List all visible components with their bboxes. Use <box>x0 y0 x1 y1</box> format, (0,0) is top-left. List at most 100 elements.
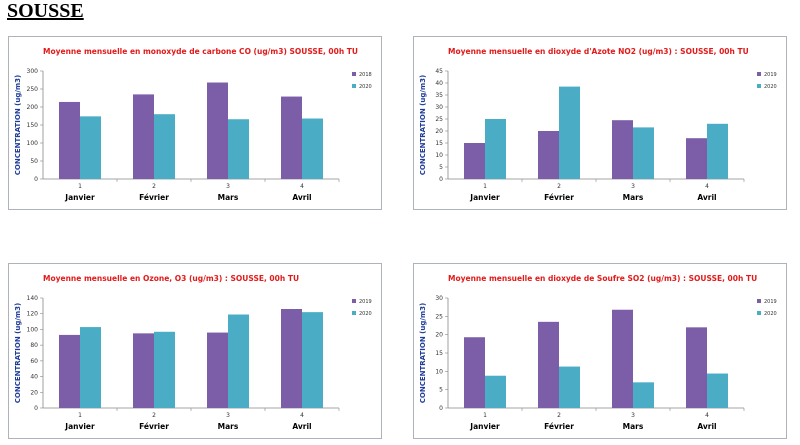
legend-label: 2020 <box>359 311 372 317</box>
bar-2020-4 <box>707 123 728 179</box>
x-tick-label: 2 <box>152 183 156 190</box>
legend-label: 2020 <box>764 311 777 317</box>
x-tick-label: 3 <box>226 412 230 419</box>
y-tick-label: 20 <box>30 389 38 396</box>
y-tick-label: 200 <box>27 104 39 111</box>
bar-2020-2 <box>154 114 175 179</box>
x-tick-label: 3 <box>226 183 230 190</box>
legend-label: 2019 <box>764 299 777 305</box>
month-label: Février <box>544 422 574 431</box>
month-label: Mars <box>623 193 644 202</box>
bar-2020-2 <box>559 86 580 179</box>
y-tick-label: 10 <box>435 368 443 375</box>
x-tick-label: 2 <box>557 412 561 419</box>
legend-label: 2019 <box>359 299 372 305</box>
month-label: Février <box>544 193 574 202</box>
x-tick-label: 4 <box>300 412 304 419</box>
y-tick-label: 40 <box>30 374 38 381</box>
y-tick-label: 140 <box>27 295 39 302</box>
x-tick-label: 4 <box>300 183 304 190</box>
y-tick-label: 120 <box>27 311 39 318</box>
x-tick-label: 4 <box>705 183 709 190</box>
month-label: Mars <box>218 193 239 202</box>
y-tick-label: 5 <box>439 164 443 171</box>
y-tick-label: 20 <box>435 332 443 339</box>
y-tick-label: 20 <box>435 128 443 135</box>
y-tick-label: 35 <box>435 92 443 99</box>
y-tick-label: 25 <box>435 116 443 123</box>
bar-2020-1 <box>80 327 101 408</box>
bar-2019-3 <box>207 332 228 408</box>
legend-swatch <box>757 311 761 315</box>
y-tick-label: 25 <box>435 313 443 320</box>
x-tick-label: 3 <box>631 412 635 419</box>
chart-co: Moyenne mensuelle en monoxyde de carbone… <box>8 36 382 210</box>
month-label: Mars <box>623 422 644 431</box>
y-axis-label: CONCENTRATION (ug/m3) <box>419 303 427 404</box>
bar-2020-3 <box>633 382 654 408</box>
bar-2019-1 <box>59 334 80 408</box>
month-label: Février <box>139 422 169 431</box>
y-tick-label: 30 <box>435 104 443 111</box>
y-tick-label: 250 <box>27 86 39 93</box>
y-tick-label: 300 <box>27 68 39 75</box>
month-label: Avril <box>292 193 311 202</box>
bar-2019-3 <box>612 309 633 408</box>
legend-swatch <box>352 311 356 315</box>
chart-title: Moyenne mensuelle en monoxyde de carbone… <box>43 47 358 56</box>
legend-label: 2018 <box>359 72 372 78</box>
bar-2020-3 <box>633 127 654 179</box>
y-axis-label: CONCENTRATION (ug/m3) <box>14 303 22 404</box>
chart-no2: Moyenne mensuelle en dioxyde d'Azote NO2… <box>413 36 787 210</box>
chart-title: Moyenne mensuelle en Ozone, O3 (ug/m3) :… <box>43 274 299 283</box>
chart-svg: Moyenne mensuelle en monoxyde de carbone… <box>14 47 372 202</box>
month-label: Avril <box>292 422 311 431</box>
x-tick-label: 1 <box>483 183 487 190</box>
chart-so2: Moyenne mensuelle en dioxyde de Soufre S… <box>413 263 787 439</box>
y-tick-label: 10 <box>435 152 443 159</box>
x-tick-label: 1 <box>78 183 82 190</box>
bar-2018-1 <box>59 101 80 179</box>
bar-2019-4 <box>686 327 707 408</box>
chart-svg: Moyenne mensuelle en dioxyde de Soufre S… <box>419 274 777 431</box>
x-tick-label: 4 <box>705 412 709 419</box>
chart-svg: Moyenne mensuelle en dioxyde d'Azote NO2… <box>419 47 777 202</box>
bar-2020-3 <box>228 119 249 179</box>
bar-2019-1 <box>464 337 485 408</box>
month-label: Mars <box>218 422 239 431</box>
legend-label: 2020 <box>764 84 777 90</box>
chart-title: Moyenne mensuelle en dioxyde de Soufre S… <box>448 274 757 283</box>
y-tick-label: 100 <box>27 140 39 147</box>
legend-swatch <box>757 299 761 303</box>
y-tick-label: 60 <box>30 358 38 365</box>
y-axis-label: CONCENTRATION (ug/m3) <box>419 75 427 176</box>
chart-o3: Moyenne mensuelle en Ozone, O3 (ug/m3) :… <box>8 263 382 439</box>
legend-label: 2020 <box>359 84 372 90</box>
bar-2019-2 <box>538 131 559 179</box>
bar-2020-1 <box>80 116 101 179</box>
y-tick-label: 40 <box>435 80 443 87</box>
page-title: SOUSSE <box>7 0 84 22</box>
month-label: Janvier <box>469 422 500 431</box>
bar-2019-1 <box>464 143 485 179</box>
y-tick-label: 0 <box>439 405 443 412</box>
bar-2020-2 <box>154 331 175 408</box>
month-label: Février <box>139 193 169 202</box>
bar-2018-4 <box>281 96 302 179</box>
month-label: Avril <box>697 193 716 202</box>
y-tick-label: 50 <box>30 158 38 165</box>
x-tick-label: 1 <box>78 412 82 419</box>
y-axis-label: CONCENTRATION (ug/m3) <box>14 75 22 176</box>
bar-2020-3 <box>228 314 249 408</box>
legend-swatch <box>757 84 761 88</box>
bar-2019-2 <box>133 333 154 408</box>
y-tick-label: 0 <box>34 176 38 183</box>
y-tick-label: 150 <box>27 122 39 129</box>
y-tick-label: 30 <box>435 295 443 302</box>
x-tick-label: 2 <box>557 183 561 190</box>
y-tick-label: 100 <box>27 326 39 333</box>
bar-2019-4 <box>281 309 302 408</box>
month-label: Janvier <box>64 422 95 431</box>
bar-2020-4 <box>707 373 728 408</box>
month-label: Janvier <box>469 193 500 202</box>
